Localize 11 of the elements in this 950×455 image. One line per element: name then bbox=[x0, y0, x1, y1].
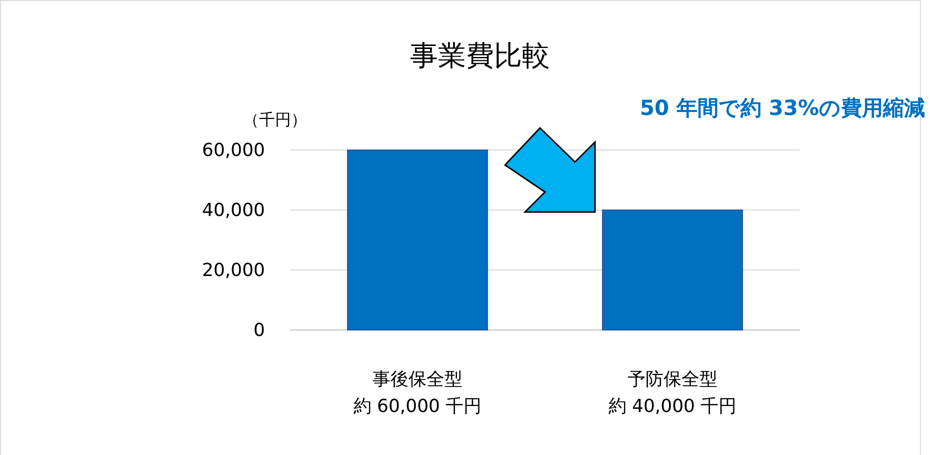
x-tick-label: 事後保全型 bbox=[372, 369, 462, 390]
chart-title: 事業費比較 bbox=[410, 39, 550, 72]
data-label: 約 60,000 千円 bbox=[353, 396, 482, 417]
y-tick-label: 20,000 bbox=[202, 260, 265, 281]
y-axis-title: （千円） bbox=[243, 110, 307, 129]
data-label: 約 40,000 千円 bbox=[608, 396, 737, 417]
y-tick-label: 0 bbox=[254, 320, 265, 341]
text: 50 年間で約 33%の費用縮減 bbox=[640, 96, 925, 120]
y-tick-label: 40,000 bbox=[202, 200, 265, 221]
x-tick-label: 予防保全型 bbox=[628, 369, 718, 390]
y-tick-label: 60,000 bbox=[202, 140, 265, 161]
